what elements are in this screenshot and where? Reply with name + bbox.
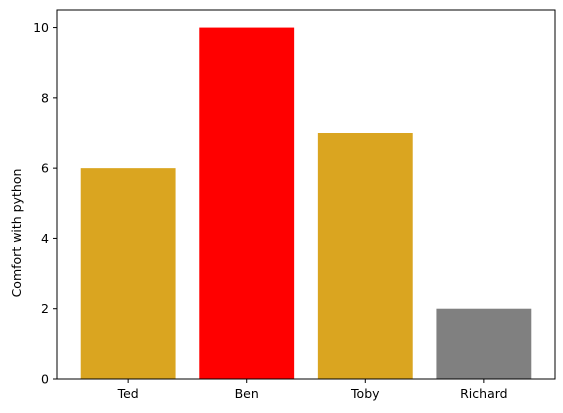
y-tick-label: 2 bbox=[41, 301, 49, 316]
bar-ben bbox=[199, 27, 295, 379]
y-tick-label: 8 bbox=[41, 90, 49, 105]
x-tick-label: Richard bbox=[460, 386, 507, 401]
plot-frame bbox=[56, 9, 556, 380]
y-tick-label: 0 bbox=[41, 372, 49, 387]
x-tick-label: Ben bbox=[235, 386, 259, 401]
bar-toby bbox=[317, 133, 413, 379]
bars-group bbox=[80, 27, 532, 379]
bar-ted bbox=[80, 168, 176, 379]
x-tick-label: Ted bbox=[117, 386, 139, 401]
y-tick-label: 6 bbox=[41, 161, 49, 176]
axes-group: Ted Ben Toby Richard 0 2 4 6 8 10 bbox=[33, 9, 556, 401]
y-tick-label: 4 bbox=[41, 231, 49, 246]
bar-richard bbox=[436, 308, 532, 379]
y-tick-label: 10 bbox=[33, 20, 49, 35]
y-axis-label: Comfort with python bbox=[9, 169, 24, 298]
x-tick-label: Toby bbox=[350, 386, 380, 401]
